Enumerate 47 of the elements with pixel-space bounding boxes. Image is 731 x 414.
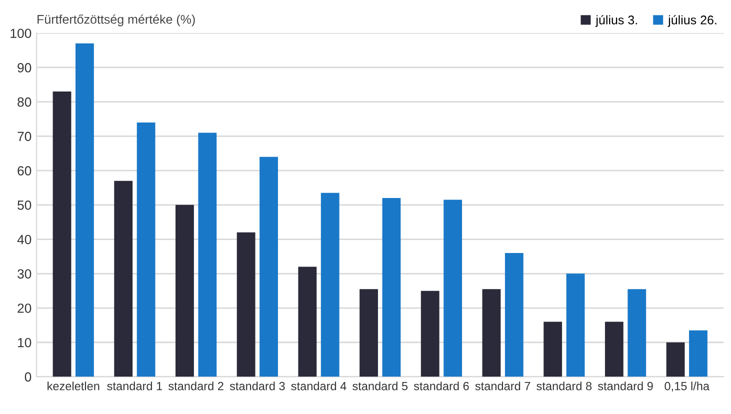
y-axis-title: Fürtfertőzöttség mértéke (%): [38, 14, 195, 26]
legend-label: július 3.: [595, 15, 637, 27]
x-tick-label: standard 5: [352, 382, 408, 390]
bar: [544, 322, 562, 377]
bar: [52, 92, 72, 377]
y-tick-label: 20: [18, 304, 32, 313]
legend-label: július 26.: [668, 15, 716, 27]
bar: [382, 198, 401, 377]
y-tick-label: 90: [18, 63, 32, 72]
x-tick-label: kezeletlen: [48, 382, 100, 390]
x-tick-label: standard 9: [598, 382, 653, 390]
x-tick-label: standard 3: [230, 382, 285, 390]
bar: [628, 289, 646, 377]
y-tick-label: 10: [18, 338, 32, 348]
x-tick-label: standard 8: [536, 382, 592, 390]
x-tick-label: standard 6: [414, 382, 469, 390]
bar: [136, 122, 156, 377]
x-tick-label: standard 2: [168, 382, 224, 390]
bar: [566, 274, 585, 377]
y-tick-label: 40: [17, 234, 32, 244]
bar: [320, 192, 340, 377]
bar: [176, 204, 194, 377]
bar: [420, 290, 440, 377]
bar: [666, 342, 685, 377]
bar: [298, 266, 317, 377]
bar: [198, 132, 217, 377]
x-tick-label: 0,15 l/ha: [664, 382, 710, 392]
y-tick-label: 100: [10, 28, 32, 38]
bar: [236, 232, 256, 377]
y-tick-label: 50: [18, 200, 32, 210]
bar: [260, 156, 278, 377]
x-tick-label: standard 7: [475, 382, 530, 390]
bar: [360, 289, 378, 377]
bar: [444, 200, 462, 377]
bar: [114, 180, 133, 377]
x-tick-label: standard 4: [291, 382, 346, 390]
y-tick-label: 80: [18, 97, 32, 107]
y-tick-label: 60: [18, 166, 32, 176]
bar: [76, 43, 94, 377]
bar: [604, 322, 624, 377]
y-tick-label: 30: [18, 269, 32, 279]
bar: [689, 330, 708, 377]
x-tick-label: standard 1: [107, 382, 162, 390]
y-tick-label: 70: [18, 132, 32, 142]
y-tick-label: 0: [24, 372, 32, 382]
bar: [504, 253, 524, 377]
bar: [482, 289, 501, 377]
